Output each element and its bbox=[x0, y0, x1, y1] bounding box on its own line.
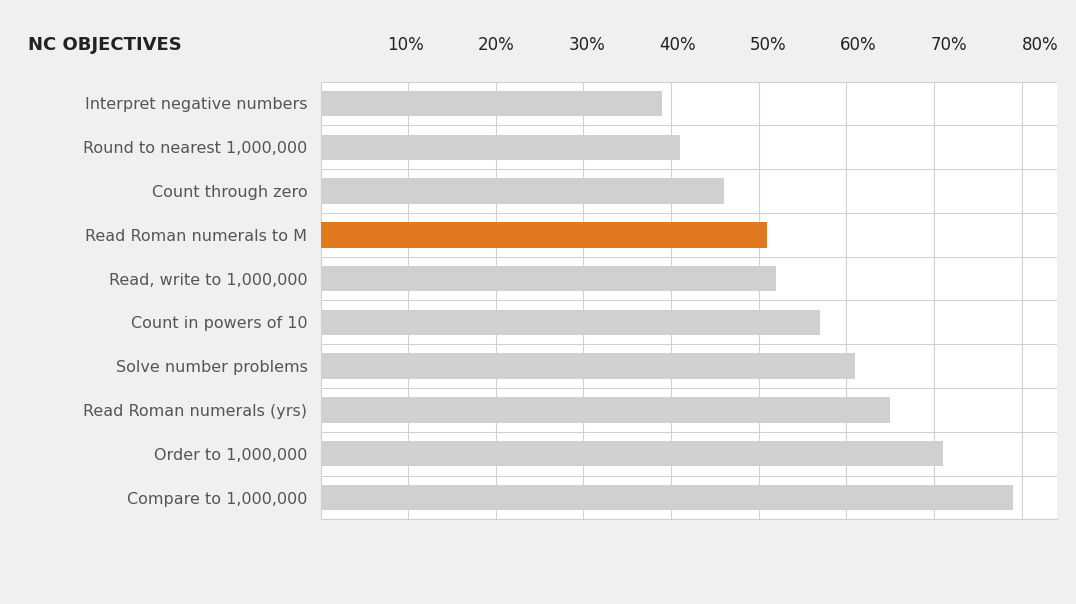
Text: 60%: 60% bbox=[840, 36, 877, 54]
Text: 10%: 10% bbox=[387, 36, 424, 54]
Text: 20%: 20% bbox=[478, 36, 514, 54]
Bar bbox=[321, 135, 680, 160]
Text: 40%: 40% bbox=[660, 36, 696, 54]
Bar bbox=[321, 91, 663, 116]
Bar bbox=[321, 178, 724, 204]
Bar bbox=[321, 310, 820, 335]
Bar bbox=[321, 397, 890, 423]
Bar bbox=[321, 266, 776, 291]
Bar bbox=[321, 353, 855, 379]
Text: 70%: 70% bbox=[931, 36, 967, 54]
Text: NC OBJECTIVES: NC OBJECTIVES bbox=[28, 36, 182, 54]
Bar bbox=[321, 222, 767, 248]
Bar bbox=[321, 485, 1013, 510]
Bar bbox=[321, 441, 943, 466]
Text: 30%: 30% bbox=[568, 36, 606, 54]
Text: 80%: 80% bbox=[1021, 36, 1058, 54]
Text: 50%: 50% bbox=[750, 36, 787, 54]
